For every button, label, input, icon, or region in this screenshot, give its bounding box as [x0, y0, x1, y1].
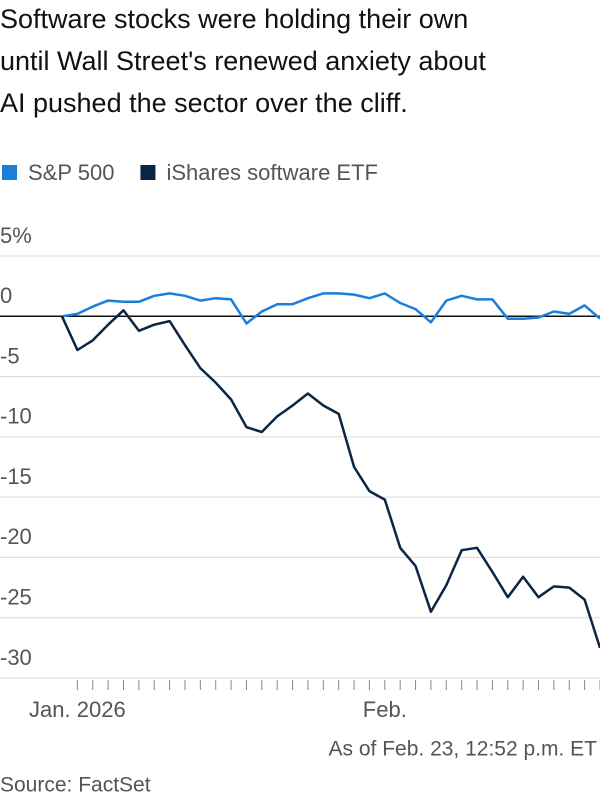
y-tick-label: -30: [0, 645, 32, 670]
chart-title: until Wall Street's renewed anxiety abou…: [0, 46, 486, 76]
legend-label: iShares software ETF: [166, 160, 378, 185]
y-tick-label: 0: [0, 283, 12, 308]
chart-title: Software stocks were holding their own: [0, 4, 468, 34]
legend-swatch: [2, 165, 17, 180]
x-tick-label: Jan. 2026: [29, 697, 126, 722]
chart-title: AI pushed the sector over the cliff.: [0, 88, 408, 118]
source: Source: FactSet: [0, 774, 151, 797]
y-tick-label: -5: [0, 343, 20, 368]
y-tick-label: -15: [0, 464, 32, 489]
series-line: [61, 292, 600, 325]
legend-label: S&P 500: [28, 160, 114, 185]
legend-swatch: [140, 165, 156, 180]
y-tick-label: 5%: [0, 223, 32, 248]
y-tick-label: -20: [0, 524, 32, 549]
note: As of Feb. 23, 12:52 p.m. ET: [329, 738, 598, 761]
series-line: [60, 309, 600, 649]
x-tick-label: Feb.: [363, 697, 407, 722]
y-tick-label: -10: [0, 404, 32, 429]
y-tick-label: -25: [0, 585, 32, 610]
